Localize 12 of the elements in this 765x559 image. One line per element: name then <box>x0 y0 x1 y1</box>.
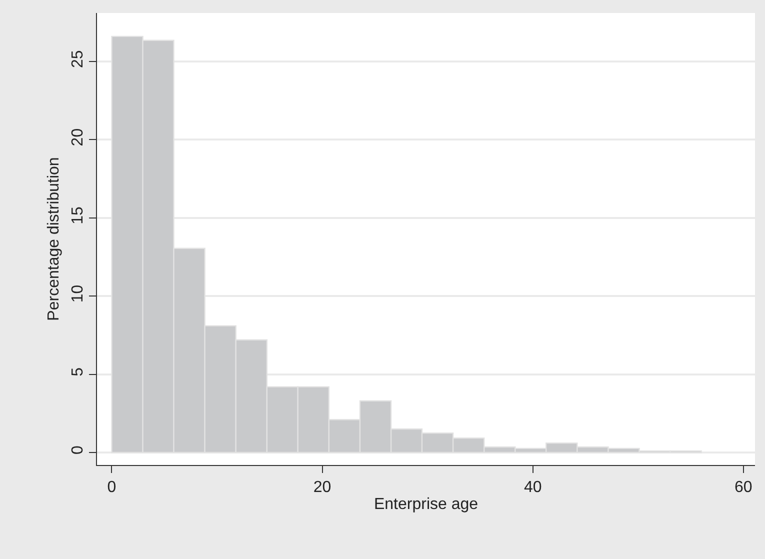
x-tick-label: 0 <box>107 479 116 496</box>
y-tick-label: 10 <box>70 284 87 303</box>
x-axis-title: Enterprise age <box>374 496 478 513</box>
y-tick-label: 15 <box>70 206 87 224</box>
x-tick-label: 60 <box>734 479 752 496</box>
x-tick-label: 20 <box>313 479 332 496</box>
y-tick-label: 20 <box>70 128 87 146</box>
y-tick-label: 0 <box>70 446 87 455</box>
x-tick-label: 40 <box>524 479 542 496</box>
y-tick-label: 25 <box>70 50 87 68</box>
y-tick-label: 5 <box>70 367 87 376</box>
y-axis-title: Percentage distribution <box>46 157 62 321</box>
